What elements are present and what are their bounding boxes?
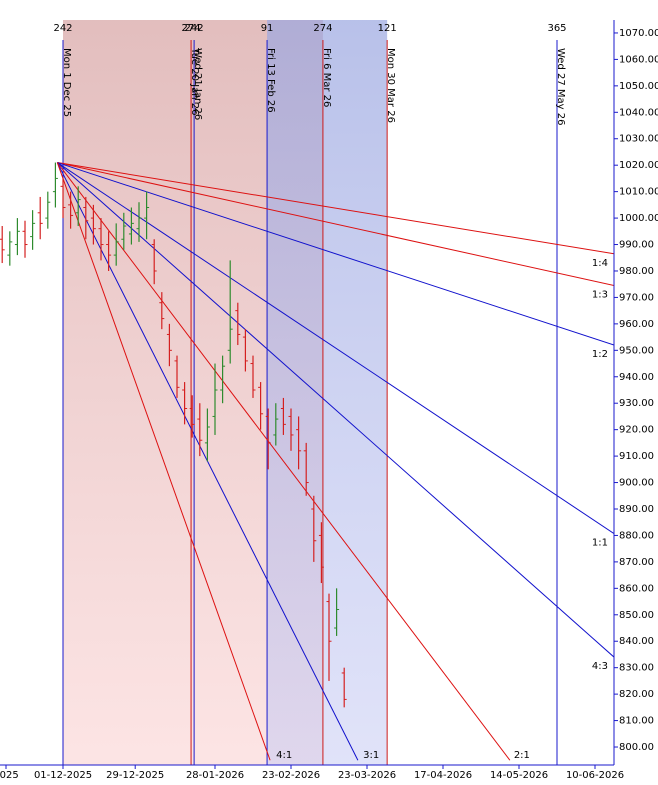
marker-label: Mon 30 Mar 26 (385, 48, 396, 123)
marker-label: Tue 20 Jan 26 (189, 47, 200, 115)
y-tick-label: 930.00 (619, 398, 654, 409)
y-tick-label: 820.00 (619, 689, 654, 700)
fan-label: 4:3 (592, 661, 608, 672)
y-tick-label: 990.00 (619, 240, 654, 251)
marker-count: 242 (185, 23, 204, 34)
fan-line (56, 162, 614, 658)
y-tick-label: 1070.00 (619, 28, 658, 39)
marker-count: 121 (378, 23, 397, 34)
fan-line (57, 162, 614, 255)
y-tick-label: 920.00 (619, 425, 654, 436)
y-tick-label: 1060.00 (619, 54, 658, 65)
x-tick-label: 01-12-2025 (34, 770, 92, 781)
marker-count: 91 (261, 23, 274, 34)
marker-count: 365 (547, 23, 566, 34)
x-tick-label: 10-06-2026 (566, 770, 624, 781)
y-tick-label: 870.00 (619, 557, 654, 568)
marker-label: Wed 21 Jan 26 (192, 48, 203, 120)
x-tick-label: 14-05-2026 (490, 770, 548, 781)
fan-label: 2:1 (514, 750, 530, 761)
y-tick-label: 830.00 (619, 663, 654, 674)
y-tick-label: 1030.00 (619, 134, 658, 145)
x-tick-label: 28-01-2026 (186, 770, 244, 781)
y-tick-label: 1040.00 (619, 107, 658, 118)
marker-label: Fri 6 Mar 26 (321, 48, 332, 107)
fan-line (57, 162, 614, 346)
fan-line (56, 162, 271, 761)
y-tick-label: 860.00 (619, 583, 654, 594)
y-tick-label: 960.00 (619, 319, 654, 330)
y-tick-label: 910.00 (619, 451, 654, 462)
fan-label: 1:1 (592, 538, 608, 549)
marker-label: Wed 27 May 26 (555, 48, 566, 125)
x-tick-label: 17-04-2026 (414, 770, 472, 781)
fan-line (56, 162, 511, 761)
fan-label: 3:1 (363, 750, 379, 761)
zone-shade (267, 20, 388, 765)
y-tick-label: 850.00 (619, 610, 654, 621)
y-tick-label: 1000.00 (619, 213, 658, 224)
x-tick-label: 23-02-2026 (262, 770, 320, 781)
y-tick-label: 900.00 (619, 478, 654, 489)
marker-count: 242 (53, 23, 72, 34)
y-tick-label: 890.00 (619, 504, 654, 515)
x-tick-label: 2025 (0, 770, 19, 781)
marker-label: Fri 13 Feb 26 (265, 48, 276, 113)
marker-label: Mon 1 Dec 25 (61, 48, 72, 117)
fan-line (57, 162, 614, 287)
y-tick-label: 1010.00 (619, 187, 658, 198)
y-tick-label: 980.00 (619, 266, 654, 277)
y-tick-label: 840.00 (619, 636, 654, 647)
y-tick-label: 970.00 (619, 292, 654, 303)
fan-label: 1:2 (592, 349, 608, 360)
marker-count: 274 (313, 23, 332, 34)
y-tick-label: 950.00 (619, 345, 654, 356)
y-tick-label: 800.00 (619, 742, 654, 753)
fan-label: 4:1 (276, 750, 292, 761)
y-tick-label: 1020.00 (619, 160, 658, 171)
y-tick-label: 1050.00 (619, 81, 658, 92)
x-tick-label: 29-12-2025 (106, 770, 164, 781)
y-tick-label: 940.00 (619, 372, 654, 383)
fan-label: 1:4 (592, 258, 608, 269)
y-tick-label: 880.00 (619, 530, 654, 541)
fan-line (57, 162, 614, 535)
y-tick-label: 810.00 (619, 716, 654, 727)
x-tick-label: 23-03-2026 (338, 770, 396, 781)
fan-label: 1:3 (592, 290, 608, 301)
marker-count: 274 (182, 23, 201, 34)
